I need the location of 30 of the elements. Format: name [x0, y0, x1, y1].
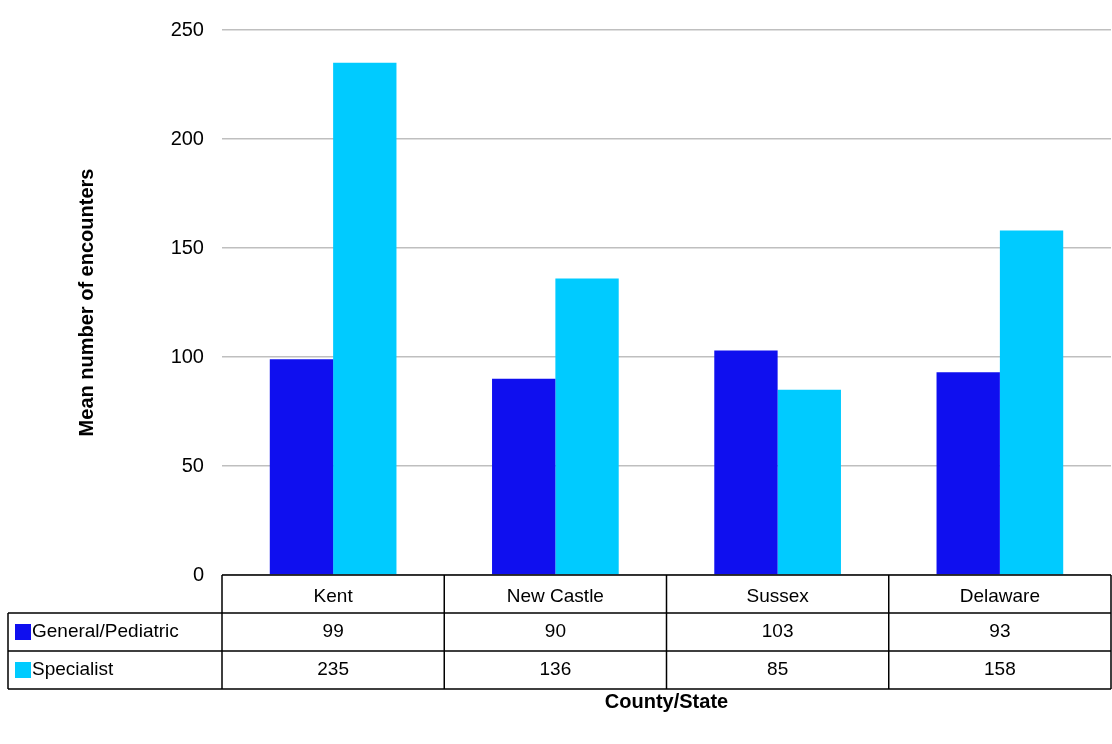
y-axis-title: Mean number of encounters	[74, 168, 97, 437]
y-tick-label: 250	[170, 17, 204, 40]
x-tick-label: Kent	[313, 584, 354, 606]
bar	[333, 62, 397, 575]
y-tick-label: 50	[181, 453, 204, 476]
data-label: 235	[317, 658, 349, 680]
data-label: 103	[761, 620, 794, 642]
x-axis-title: County/State	[604, 689, 729, 712]
bar	[269, 359, 334, 575]
bar	[714, 350, 778, 575]
x-tick-label: Delaware	[959, 584, 1041, 606]
y-tick-label: 200	[170, 126, 204, 149]
data-label: 93	[989, 620, 1011, 642]
legend-label: General/Pediatric	[32, 620, 179, 642]
legend-label: Specialist	[32, 658, 115, 680]
data-label: 85	[767, 658, 789, 680]
y-tick-label: 100	[170, 344, 204, 367]
bar	[492, 378, 556, 575]
x-tick-label: New Castle	[506, 584, 604, 606]
bar	[777, 389, 841, 575]
bar	[936, 372, 1000, 575]
data-label: 90	[544, 620, 566, 642]
bar	[999, 230, 1064, 575]
bar	[555, 278, 619, 575]
x-tick-label: Sussex	[746, 584, 810, 606]
data-label: 99	[322, 620, 344, 642]
data-label: 136	[539, 658, 572, 680]
y-tick-label: 0	[192, 562, 204, 585]
data-label: 158	[984, 658, 1016, 680]
y-tick-label: 150	[170, 235, 204, 258]
